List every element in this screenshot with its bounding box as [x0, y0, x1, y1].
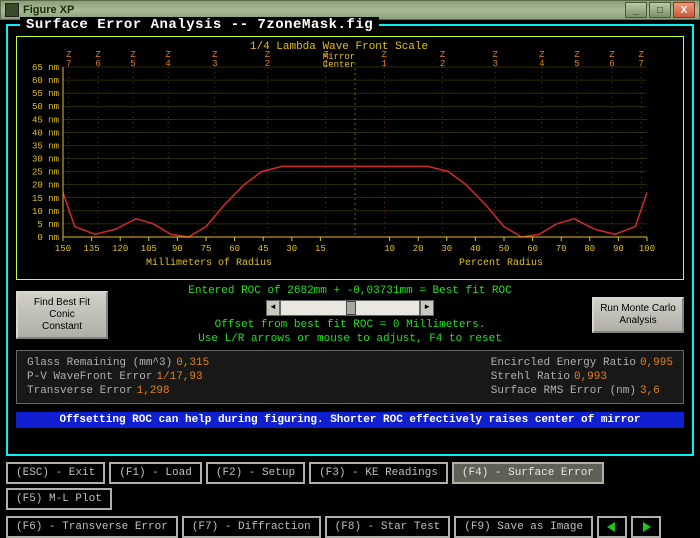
svg-text:0 nm: 0 nm: [37, 233, 59, 243]
svg-text:30: 30: [286, 244, 297, 254]
slider-track[interactable]: [280, 300, 420, 316]
fkey-esc[interactable]: (ESC) - Exit: [6, 462, 105, 484]
fkey-f3[interactable]: (F3) - KE Readings: [309, 462, 448, 484]
stat-line: Glass Remaining (mm^3) 0,315: [27, 357, 209, 369]
svg-text:50: 50: [499, 244, 510, 254]
stat-value: 1/17,93: [156, 371, 202, 383]
svg-text:50 nm: 50 nm: [32, 102, 59, 112]
roc-line2: Offset from best fit ROC = 0 Millimeters…: [114, 318, 586, 332]
svg-text:90: 90: [613, 244, 624, 254]
svg-text:80: 80: [584, 244, 595, 254]
minimize-button[interactable]: _: [625, 2, 647, 18]
stat-value: 0,995: [640, 357, 673, 369]
stat-label: P-V WaveFront Error: [27, 371, 152, 383]
stats-panel: Glass Remaining (mm^3) 0,315 P-V WaveFront…: [16, 350, 684, 404]
stat-value: 1,298: [137, 385, 170, 397]
window-title: Figure XP: [23, 4, 625, 16]
run-monte-carlo-button[interactable]: Run Monte Carlo Analysis: [592, 297, 684, 333]
fkey-f2[interactable]: (F2) - Setup: [206, 462, 305, 484]
svg-text:10: 10: [384, 244, 395, 254]
svg-text:30 nm: 30 nm: [32, 155, 59, 165]
svg-text:35 nm: 35 nm: [32, 141, 59, 151]
svg-text:30: 30: [441, 244, 452, 254]
fkey-f8[interactable]: (F8) - Star Test: [325, 516, 451, 538]
btn-line: Analysis: [619, 315, 656, 326]
fkey-f5[interactable]: (F5) M-L Plot: [6, 488, 112, 510]
btn-line: Find Best Fit Conic: [34, 297, 90, 320]
find-best-fit-conic-button[interactable]: Find Best Fit Conic Constant: [16, 291, 108, 339]
stat-label: Surface RMS Error (nm): [491, 385, 636, 397]
stat-label: Glass Remaining (mm^3): [27, 357, 172, 369]
fkey-f6[interactable]: (F6) - Transverse Error: [6, 516, 178, 538]
svg-text:45: 45: [258, 244, 269, 254]
slider-left-icon[interactable]: ◄: [266, 300, 280, 316]
fkey-f4[interactable]: (F4) - Surface Error: [452, 462, 604, 484]
fkey-f9[interactable]: (F9) Save as Image: [454, 516, 593, 538]
svg-text:40: 40: [470, 244, 481, 254]
btn-line: Constant: [42, 321, 82, 332]
maximize-button[interactable]: □: [649, 2, 671, 18]
svg-text:120: 120: [112, 244, 128, 254]
svg-text:60: 60: [229, 244, 240, 254]
nav-next-button[interactable]: [631, 516, 661, 538]
stat-line: Surface RMS Error (nm) 3,6: [491, 385, 673, 397]
svg-text:150: 150: [55, 244, 71, 254]
stat-line: Strehl Ratio 0,993: [491, 371, 673, 383]
fkey-f1[interactable]: (F1) - Load: [109, 462, 202, 484]
stat-label: Encircled Energy Ratio: [491, 357, 636, 369]
surface-error-chart: 1/4 Lambda Wave Front ScaleMirrorCenter0…: [16, 36, 684, 280]
svg-text:70: 70: [556, 244, 567, 254]
svg-text:135: 135: [83, 244, 99, 254]
svg-text:Percent Radius: Percent Radius: [459, 257, 543, 269]
roc-line1: Entered ROC of 2682mm + -0,03731mm = Bes…: [114, 284, 586, 298]
stat-label: Strehl Ratio: [491, 371, 570, 383]
fkey-row-1: (ESC) - Exit(F1) - Load(F2) - Setup(F3) …: [6, 462, 694, 510]
svg-text:5 nm: 5 nm: [37, 220, 59, 230]
svg-text:10 nm: 10 nm: [32, 207, 59, 217]
stat-value: 3,6: [640, 385, 660, 397]
roc-line3: Use L/R arrows or mouse to adjust, F4 to…: [114, 332, 586, 346]
stats-left: Glass Remaining (mm^3) 0,315 P-V WaveFront…: [27, 357, 209, 397]
stats-right: Encircled Energy Ratio 0,995 Strehl Ratio 0…: [491, 357, 673, 397]
svg-text:45 nm: 45 nm: [32, 115, 59, 125]
svg-text:100: 100: [639, 244, 655, 254]
btn-line: Run Monte Carlo: [600, 303, 676, 314]
svg-text:90: 90: [172, 244, 183, 254]
svg-text:65 nm: 65 nm: [32, 63, 59, 73]
app-icon: [5, 3, 19, 17]
svg-text:15: 15: [315, 244, 326, 254]
stat-line: P-V WaveFront Error 1/17,93: [27, 371, 209, 383]
fkey-row-2: (F6) - Transverse Error(F7) - Diffractio…: [6, 516, 694, 538]
slider-thumb[interactable]: [346, 301, 356, 315]
svg-text:60: 60: [527, 244, 538, 254]
svg-text:15 nm: 15 nm: [32, 194, 59, 204]
control-row: Find Best Fit Conic Constant Entered ROC…: [16, 284, 684, 346]
hint-bar: Offsetting ROC can help during figuring.…: [16, 412, 684, 428]
svg-text:25 nm: 25 nm: [32, 168, 59, 178]
svg-text:20: 20: [413, 244, 424, 254]
roc-info: Entered ROC of 2682mm + -0,03731mm = Bes…: [114, 284, 586, 346]
stat-line: Transverse Error 1,298: [27, 385, 209, 397]
roc-slider[interactable]: ◄ ►: [266, 300, 434, 316]
svg-text:40 nm: 40 nm: [32, 128, 59, 138]
slider-right-icon[interactable]: ►: [420, 300, 434, 316]
svg-text:75: 75: [201, 244, 212, 254]
main-frame: Surface Error Analysis -- 7zoneMask.fig …: [6, 24, 694, 456]
frame-title: Surface Error Analysis -- 7zoneMask.fig: [20, 17, 379, 33]
svg-text:55 nm: 55 nm: [32, 89, 59, 99]
fkey-f7[interactable]: (F7) - Diffraction: [182, 516, 321, 538]
nav-prev-button[interactable]: [597, 516, 627, 538]
stat-line: Encircled Energy Ratio 0,995: [491, 357, 673, 369]
svg-text:105: 105: [141, 244, 157, 254]
chart-svg: 1/4 Lambda Wave Front ScaleMirrorCenter0…: [17, 37, 661, 279]
client-area: Surface Error Analysis -- 7zoneMask.fig …: [0, 20, 700, 522]
stat-value: 0,315: [176, 357, 209, 369]
stat-label: Transverse Error: [27, 385, 133, 397]
svg-text:60 nm: 60 nm: [32, 76, 59, 86]
close-button[interactable]: X: [673, 2, 695, 18]
svg-text:20 nm: 20 nm: [32, 181, 59, 191]
svg-text:Millimeters of Radius: Millimeters of Radius: [146, 257, 272, 269]
stat-value: 0,993: [574, 371, 607, 383]
